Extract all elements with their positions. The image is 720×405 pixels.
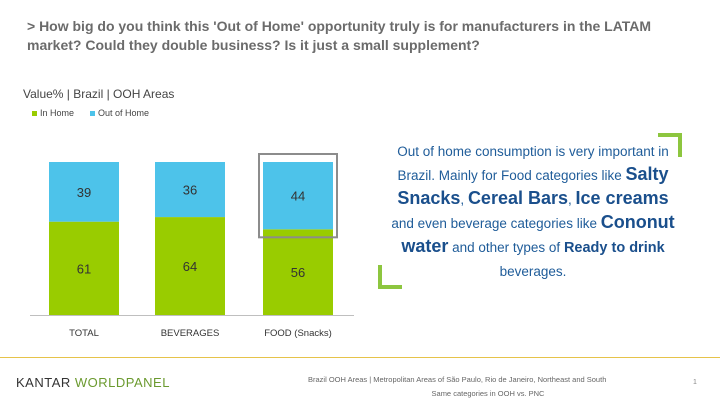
- callout-text-part: beverages.: [499, 264, 567, 279]
- bar-segment-in-home: [49, 221, 119, 315]
- callout-text-part: ,: [568, 192, 576, 207]
- question-text: > How big do you think this 'Out of Home…: [27, 18, 652, 53]
- bar-value-label: 64: [183, 259, 197, 274]
- callout-keyword-salty-snacks: Salty Snacks: [397, 164, 669, 208]
- x-tick-label: FOOD (Snacks): [264, 328, 332, 339]
- callout-keyword-ready-to-drink: Ready to drink: [563, 240, 665, 256]
- callout-keyword-cereal-bars: Cereal Bars: [467, 188, 569, 208]
- bar-segment-out-of-home: [49, 162, 119, 222]
- kantar-worldpanel-logo: KANTAR WORLDPANEL: [16, 375, 170, 390]
- legend-label-in-home: In Home: [40, 108, 75, 118]
- bar-value-label: 44: [291, 189, 305, 204]
- footnote-line-1: Brazil OOH Areas | Metropolitan Areas of…: [308, 375, 607, 384]
- legend-swatch-out-of-home: [90, 110, 96, 116]
- highlight-frame: [258, 153, 338, 239]
- callout-text-part: ,: [460, 192, 468, 207]
- legend-item-in-home: In Home: [32, 108, 74, 118]
- bar-segment-out-of-home: [155, 162, 225, 218]
- bar-segment-in-home: [263, 229, 333, 315]
- legend-item-out-of-home: Out of Home: [90, 108, 149, 118]
- callout-text: Out of home consumption is very importan…: [388, 140, 678, 283]
- decorative-bracket-top-right: [658, 133, 682, 157]
- callout-keyword-coconut-water: Cononut water: [401, 212, 675, 256]
- footer-divider: [0, 357, 720, 358]
- bar-segment-out-of-home: [263, 162, 333, 230]
- bar-segment-in-home: [155, 217, 225, 315]
- decorative-bracket-bottom-left: [378, 265, 402, 289]
- callout-text-part: and other types of: [448, 240, 564, 255]
- bar-value-label: 56: [291, 265, 305, 280]
- page-number: 1: [693, 379, 697, 386]
- chart-legend: In Home Out of Home: [32, 108, 149, 118]
- footnote-line-2: Same categories in OOH vs. PNC: [431, 389, 545, 398]
- footnote: Brazil OOH Areas | Metropolitan Areas of…: [308, 373, 648, 401]
- logo-text-worldpanel: WORLDPANEL: [74, 375, 170, 390]
- x-tick-label: TOTAL: [69, 328, 99, 339]
- x-tick-label: BEVERAGES: [161, 328, 220, 339]
- legend-label-out-of-home: Out of Home: [98, 108, 150, 118]
- bar-value-label: 39: [77, 185, 91, 200]
- callout-keyword-ice-creams: Ice creams: [575, 188, 669, 208]
- chart-subtitle: Value% | Brazil | OOH Areas: [23, 87, 175, 101]
- bar-value-label: 61: [77, 261, 91, 276]
- callout-text-part: Out of home consumption is very importan…: [397, 144, 669, 183]
- callout-text-part: and even beverage categories like: [391, 216, 601, 231]
- legend-swatch-in-home: [32, 110, 37, 116]
- logo-text-kantar: KANTAR: [16, 375, 75, 390]
- bar-value-label: 36: [183, 183, 197, 198]
